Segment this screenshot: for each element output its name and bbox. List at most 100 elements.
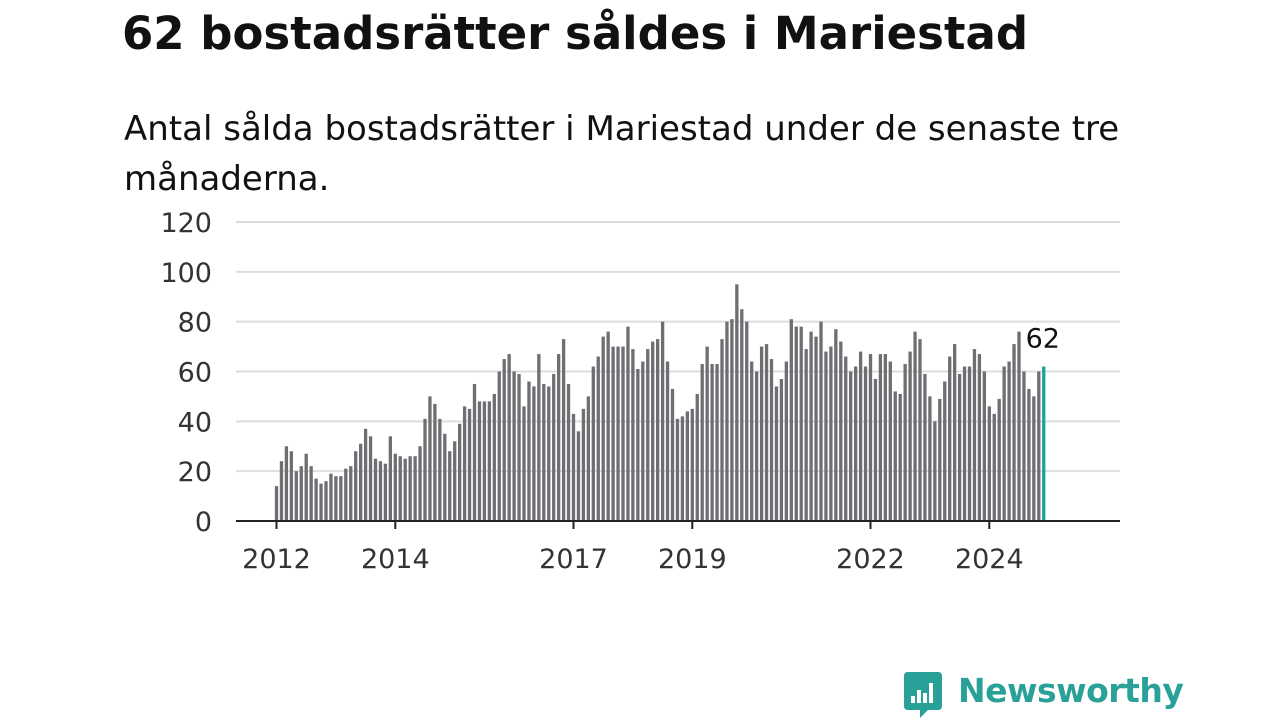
bar xyxy=(492,393,496,521)
bars xyxy=(274,284,1046,522)
bar xyxy=(274,486,279,521)
bar xyxy=(561,339,566,521)
chart-subtitle: Antal sålda bostadsrätter i Mariestad un… xyxy=(124,109,1120,199)
bar xyxy=(750,361,754,521)
bar xyxy=(685,411,689,521)
bar xyxy=(547,386,551,521)
bar xyxy=(680,416,685,521)
bar xyxy=(334,476,338,521)
bar xyxy=(794,326,798,521)
bar xyxy=(1017,331,1021,521)
bar xyxy=(735,284,739,521)
x-tick-label: 2022 xyxy=(836,544,905,575)
bar xyxy=(284,446,289,521)
bar xyxy=(294,471,298,521)
bar xyxy=(279,461,284,521)
chart-title: 62 bostadsrätter såldes i Mariestad xyxy=(122,7,1029,60)
bar xyxy=(849,371,853,521)
bar xyxy=(1032,396,1036,521)
y-axis-tick-labels: 0 20 40 60 80 100 120 xyxy=(160,208,212,538)
bar xyxy=(829,346,833,521)
newsworthy-logo-icon xyxy=(904,672,942,718)
bar xyxy=(636,369,640,521)
bar xyxy=(903,364,907,521)
bar xyxy=(542,383,546,521)
bar xyxy=(715,364,719,521)
bar xyxy=(913,331,917,521)
bar xyxy=(670,388,675,521)
bar xyxy=(566,383,571,521)
bar xyxy=(349,466,353,521)
bar xyxy=(403,458,407,521)
bar xyxy=(462,406,467,521)
bar xyxy=(467,408,472,522)
bar xyxy=(591,366,595,521)
bar xyxy=(606,331,610,521)
bar xyxy=(819,321,823,521)
bar xyxy=(314,478,318,521)
bar xyxy=(878,354,883,521)
x-tick-label: 2024 xyxy=(955,544,1024,575)
x-axis-tick-labels: 2012 2014 2017 2019 2022 2024 xyxy=(242,544,1024,575)
y-tick-label: 100 xyxy=(160,258,212,289)
bar xyxy=(393,453,397,521)
bar xyxy=(824,351,828,521)
bar xyxy=(943,381,947,521)
y-tick-label: 20 xyxy=(178,457,212,488)
bar xyxy=(581,408,586,522)
bar xyxy=(982,371,986,521)
bar xyxy=(705,346,709,521)
bar xyxy=(675,418,680,521)
bar xyxy=(373,458,378,521)
bar xyxy=(458,423,462,521)
bar xyxy=(957,373,962,521)
bar xyxy=(329,473,333,521)
bar xyxy=(1002,366,1006,521)
bar xyxy=(482,401,487,521)
y-tick-label: 120 xyxy=(160,208,212,239)
bar xyxy=(1007,361,1011,521)
bar xyxy=(363,428,368,521)
bar xyxy=(799,326,803,521)
bar xyxy=(309,466,313,521)
bar xyxy=(1027,388,1031,521)
bar xyxy=(532,386,536,521)
bar xyxy=(720,339,724,521)
bar xyxy=(398,456,402,521)
last-value-label: 62 xyxy=(1026,324,1060,355)
bar xyxy=(354,451,358,521)
bar xyxy=(557,354,561,521)
bar xyxy=(814,336,818,521)
bar xyxy=(626,326,630,521)
bar xyxy=(537,354,541,521)
bar xyxy=(304,453,308,521)
bar xyxy=(918,339,922,521)
bar xyxy=(779,378,784,521)
bar xyxy=(324,481,328,521)
bar xyxy=(443,433,447,521)
bar xyxy=(774,386,779,521)
bar xyxy=(448,451,452,521)
bar xyxy=(764,344,769,521)
bar xyxy=(804,349,808,521)
bar xyxy=(888,361,892,521)
bar xyxy=(834,329,838,521)
bar xyxy=(656,339,660,521)
bar xyxy=(948,356,952,521)
bar xyxy=(522,406,526,521)
bar xyxy=(893,391,897,521)
bar xyxy=(586,396,590,521)
bar xyxy=(388,436,392,521)
bar xyxy=(725,321,729,521)
bar xyxy=(740,309,744,521)
x-axis xyxy=(236,520,1120,529)
bar xyxy=(339,476,343,521)
newsworthy-logo: Newsworthy xyxy=(902,670,1184,720)
bar xyxy=(972,349,977,521)
bar xyxy=(453,441,457,521)
bar xyxy=(933,421,937,521)
bar xyxy=(1022,371,1026,521)
bar xyxy=(477,401,482,521)
bar xyxy=(854,366,858,521)
